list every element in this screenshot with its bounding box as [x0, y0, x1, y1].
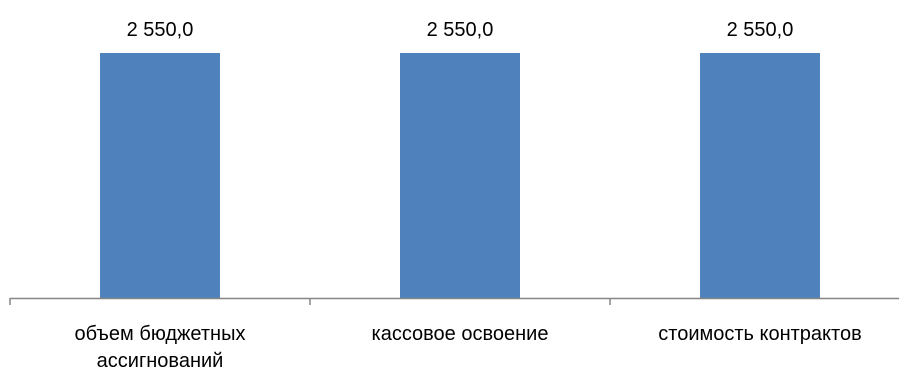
value-label-1: 2 550,0	[127, 19, 194, 41]
category-label-line: кассовое освоение	[372, 323, 549, 345]
value-label-2: 2 550,0	[427, 19, 494, 41]
bar-1	[100, 53, 220, 298]
category-label-2: кассовое освоение	[372, 323, 549, 345]
value-label-3: 2 550,0	[727, 19, 794, 41]
category-label-3: стоимость контрактов	[658, 323, 861, 345]
bars-layer	[100, 53, 820, 298]
labels-layer: 2 550,0 2 550,0 2 550,0 объем бюджетных асси…	[75, 19, 862, 372]
category-label-line: ассигнований	[97, 350, 224, 372]
x-axis	[9, 297, 899, 305]
category-label-line: объем бюджетных	[75, 323, 246, 345]
category-label-1: объем бюджетных ассигнований	[75, 323, 246, 372]
category-label-line: стоимость контрактов	[658, 323, 861, 345]
bar-3	[700, 53, 820, 298]
bar-2	[400, 53, 520, 298]
